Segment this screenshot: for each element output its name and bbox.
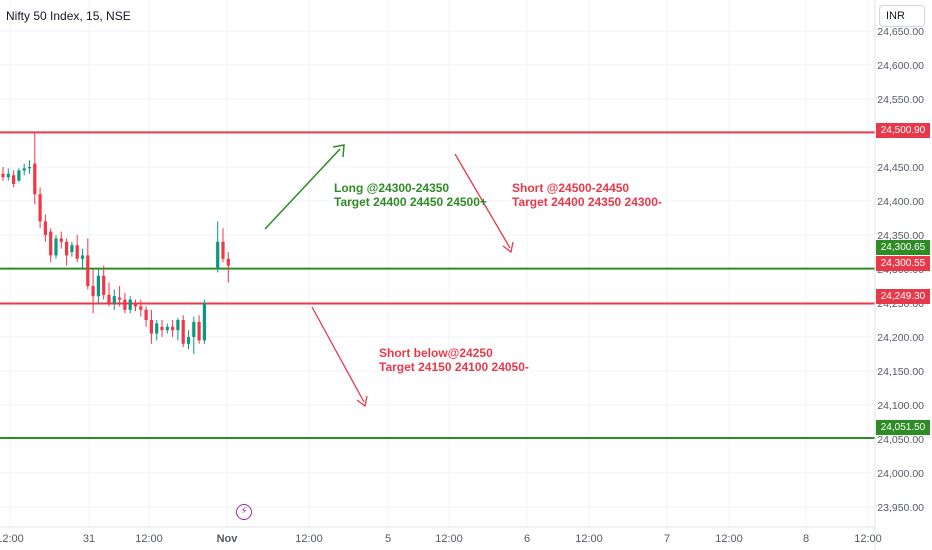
candle-body: [171, 326, 175, 331]
long-annotation-line2: Target 24400 24450 24500+: [334, 195, 487, 209]
candle-body: [144, 309, 148, 320]
long-arrow[interactable]: [264, 144, 345, 230]
candle-body: [49, 231, 53, 256]
candle-body: [22, 168, 26, 171]
short-high-annotation[interactable]: Short @24500-24450 Target 24400 24350 24…: [512, 181, 662, 209]
price-tick-label: 24,100.00: [877, 400, 924, 412]
time-tick-label: Nov: [217, 533, 239, 545]
candle-body: [102, 275, 106, 295]
time-tick-label: 12:00: [854, 533, 882, 545]
candle-body: [75, 245, 79, 259]
trend-arrows: [264, 144, 514, 408]
candle-body: [176, 320, 180, 331]
price-tick-label: 24,450.00: [877, 162, 924, 174]
chart-grid: [0, 0, 875, 527]
candle-body: [80, 255, 85, 259]
candle-body: [59, 238, 63, 242]
currency-button[interactable]: INR: [879, 5, 925, 27]
candlestick-series: [1, 133, 230, 354]
short-below-arrow[interactable]: [311, 306, 368, 408]
time-tick-label: 7: [664, 533, 670, 545]
price-tick-label: 24,200.00: [877, 332, 924, 344]
time-tick-label: 31: [83, 533, 95, 545]
candle-body: [86, 255, 90, 286]
candle-body: [139, 306, 143, 310]
candle-body: [70, 245, 74, 252]
candle-body: [38, 194, 42, 222]
time-tick-label: 12:00: [295, 533, 323, 545]
short-below-annotation-line2: Target 24150 24100 24050-: [379, 360, 529, 374]
candle-body: [149, 320, 153, 334]
level-label-24249: 24,249.30: [876, 289, 930, 304]
candle-body: [133, 303, 138, 307]
time-tick-label: 12:00: [575, 533, 603, 545]
price-tick-label: 24,000.00: [877, 468, 924, 480]
time-tick-label: 12:00: [135, 533, 163, 545]
candle-body: [216, 241, 220, 269]
candle-body: [91, 286, 95, 297]
time-tick-label: 5: [385, 533, 391, 545]
candle-body: [192, 322, 196, 337]
price-tick-label: 24,150.00: [877, 366, 924, 378]
long-annotation[interactable]: Long @24300-24350 Target 24400 24450 245…: [334, 181, 487, 209]
price-tick-label: 24,050.00: [877, 434, 924, 446]
level-label-24300: 24,300.55: [876, 256, 930, 271]
candle-body: [202, 303, 206, 341]
time-tick-label: 8: [803, 533, 809, 545]
time-tick-label: 6: [524, 533, 530, 545]
symbol-title[interactable]: Nifty 50 Index, 15, NSE: [6, 9, 131, 23]
price-tick-label: 24,600.00: [877, 60, 924, 72]
level-label-24500: 24,500.90: [876, 123, 930, 138]
candle-body: [65, 241, 69, 256]
candle-body: [107, 294, 111, 303]
candle-body: [221, 241, 225, 259]
long-annotation-line1: Long @24300-24350: [334, 181, 450, 195]
time-tick-label: 12:00: [715, 533, 743, 545]
candle-body: [6, 173, 10, 178]
candle-body: [128, 299, 132, 310]
candle-body: [118, 297, 122, 300]
short-below-annotation-line1: Short below@24250: [379, 346, 493, 360]
candle-body: [165, 326, 169, 331]
price-tick-label: 24,550.00: [877, 94, 924, 106]
time-tick-label: 12:00: [0, 533, 24, 545]
short-high-annotation-line1: Short @24500-24450: [512, 181, 630, 195]
candle-body: [226, 258, 230, 266]
price-tick-label: 24,350.00: [877, 230, 924, 242]
candle-body: [112, 296, 116, 303]
short-below-annotation[interactable]: Short below@24250 Target 24150 24100 240…: [379, 346, 529, 374]
candle-body: [155, 323, 159, 334]
candle-body: [43, 221, 47, 235]
short-high-annotation-line2: Target 24400 24350 24300-: [512, 195, 662, 209]
candle-body: [181, 320, 185, 344]
price-tick-label: 23,950.00: [877, 502, 924, 514]
last-price-label: 24,300.65: [876, 240, 930, 255]
candle-body: [197, 322, 201, 341]
short-high-arrow[interactable]: [454, 153, 514, 254]
candle-body: [54, 238, 58, 256]
price-tick-label: 24,400.00: [877, 196, 924, 208]
candle-body: [17, 170, 21, 181]
candle-body: [27, 167, 32, 169]
candle-body: [123, 299, 127, 310]
candle-body: [160, 326, 164, 331]
candle-body: [96, 275, 100, 297]
candle-body: [186, 337, 191, 344]
candle-body: [12, 175, 16, 184]
level-label-24051: 24,051.50: [876, 420, 930, 435]
horizontal-levels: [0, 131, 875, 439]
price-tick-label: 24,650.00: [877, 26, 924, 38]
lightning-bolt-icon[interactable]: ⚡: [236, 504, 252, 520]
candle-body: [33, 163, 37, 195]
time-axis: 12:00 31 12:00 Nov 12:00 5 12:00 6 12:00 7 12:00 8 1…: [0, 533, 882, 545]
candle-body: [1, 173, 5, 178]
time-tick-label: 12:00: [435, 533, 463, 545]
